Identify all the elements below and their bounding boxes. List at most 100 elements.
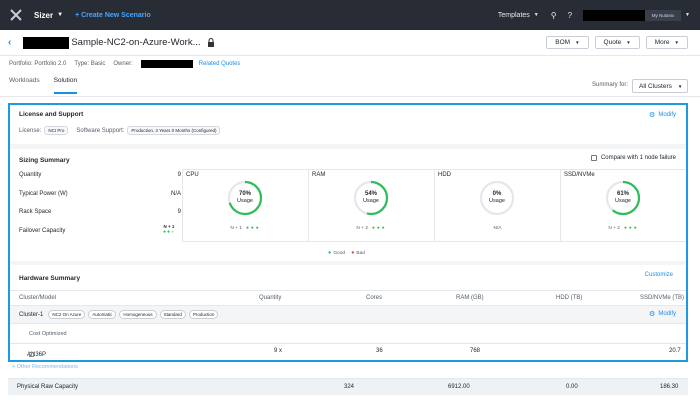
more-button[interactable]: More ▼ — [645, 36, 688, 49]
templates-menu[interactable]: Templates — [497, 11, 530, 19]
legend-bad: Bad — [356, 250, 365, 256]
ram-cell: 768 — [470, 348, 481, 354]
cost-optimized-label: Cost Optimized — [29, 331, 67, 337]
col-quantity: Quantity — [259, 295, 282, 301]
lock-icon — [207, 38, 214, 47]
resource-label: RAM — [312, 172, 326, 178]
status-dots: ●●● — [371, 226, 387, 231]
bad-dot-icon: ● — [351, 250, 355, 256]
gear-icon: ⚙ — [649, 311, 656, 318]
customize-link[interactable]: Customize — [644, 272, 673, 278]
user-menu[interactable]: My Nutanix — [645, 9, 682, 21]
chevron-down-icon[interactable]: ▼ — [533, 12, 539, 18]
stat-label: Quantity — [19, 172, 42, 178]
ssd-cell: 20.7 — [669, 348, 681, 354]
chevron-down-icon: ▼ — [674, 40, 679, 45]
failover-dots: ●●● — [162, 228, 176, 235]
more-label: More — [654, 39, 670, 46]
license-row: License: NCI Pro Software Support: Produ… — [19, 126, 228, 135]
physical-raw-capacity-row: Physical Raw Capacity 324 6912.00 0.00 1… — [8, 378, 688, 395]
bom-label: BOM — [555, 39, 571, 46]
cluster-row[interactable]: Cluster-1 NC2 On Azure Automatic Homogen… — [10, 306, 686, 324]
tab-solution[interactable]: Solution — [53, 77, 78, 94]
sizing-title: Sizing Summary — [19, 157, 70, 164]
resource-hdd: HDD 0% Usage N/A — [434, 170, 560, 241]
tab-workloads[interactable]: Workloads — [9, 77, 40, 84]
usage-caption: Usage — [615, 198, 631, 205]
model-name: AN36P — [27, 352, 47, 358]
compare-checkbox[interactable] — [590, 155, 597, 161]
status-dots: ●●● — [623, 226, 639, 231]
cluster-select[interactable]: All Clusters ▼ — [632, 79, 688, 93]
redacted-user-name — [583, 9, 646, 21]
cluster-name: Cluster-1 — [19, 311, 44, 318]
quote-button[interactable]: Quote ▼ — [594, 36, 640, 49]
view-tabs: Workloads Solution — [9, 77, 91, 94]
modify-label: Modify — [658, 311, 676, 317]
license-tag: NCI Pro — [44, 126, 69, 135]
gauge-fill — [353, 180, 389, 216]
hardware-summary-section: Hardware Summary Customize Cluster/Model… — [10, 265, 686, 360]
failover-value: N + 1 ●●● — [157, 224, 181, 235]
info-icon[interactable] — [29, 352, 34, 357]
raw-capacity-label: Physical Raw Capacity — [17, 384, 79, 390]
stat-value: N/A — [170, 190, 181, 197]
type-text: Type: Basic — [74, 61, 106, 67]
failover-footer-text: N/A — [493, 226, 502, 231]
resource-ram: RAM 54% Usage N + 2 ●●● — [308, 170, 434, 241]
help-icon[interactable]: ? — [567, 10, 573, 20]
gauge-text: 70% Usage — [226, 179, 264, 217]
usage-percent: 0% — [492, 191, 502, 198]
raw-cores: 324 — [344, 384, 355, 390]
app-name[interactable]: Sizer — [34, 10, 54, 20]
raw-ssd: 186.30 — [660, 384, 679, 390]
license-modify-button[interactable]: ⚙ Modify — [649, 111, 676, 119]
gauge-text: 54% Usage — [352, 179, 390, 217]
hardware-title: Hardware Summary — [19, 275, 81, 282]
stat-typical-power: Typical Power (W) N/A — [19, 191, 181, 210]
gauge-track — [479, 180, 515, 216]
search-icon[interactable]: ⚲ — [550, 10, 557, 20]
support-label: Software Support: — [76, 127, 125, 134]
usage-legend: ● Good ● Bad — [328, 250, 365, 256]
stat-value: 9 — [177, 172, 181, 178]
chevron-down-icon[interactable]: ▼ — [685, 12, 690, 18]
solution-panel: License and Support ⚙ Modify License: NC… — [8, 103, 688, 362]
create-scenario-link[interactable]: + Create New Scenario — [75, 11, 151, 19]
usage-gauge — [353, 180, 389, 216]
back-icon[interactable]: ‹ — [8, 37, 12, 48]
resource-label: CPU — [186, 172, 199, 178]
col-ram: RAM (GB) — [456, 295, 484, 301]
resource-cpu: CPU 70% Usage N + 1 ●●● — [182, 170, 308, 241]
usage-caption: Usage — [363, 198, 379, 205]
legend-good: Good — [333, 250, 346, 256]
summary-for-label: Summary for: — [591, 82, 628, 88]
bom-button[interactable]: BOM ▼ — [546, 36, 589, 49]
support-tag: Production, 3 Years 0 Months (Configured… — [127, 126, 221, 135]
quote-label: Quote — [603, 39, 622, 46]
chevron-down-icon[interactable]: ▼ — [57, 12, 64, 18]
license-label: License: — [19, 127, 42, 134]
other-recommendations-link[interactable]: + Other Recommendations — [12, 364, 78, 370]
related-quotes-link[interactable]: Related Quotes — [198, 61, 241, 67]
resource-label: SSD/NVMe — [564, 172, 595, 178]
usage-percent: 61% — [616, 191, 629, 198]
failover-footer: N/A — [435, 226, 560, 231]
sizing-stats: Quantity 9 Typical Power (W) N/A Rack Spac… — [19, 172, 181, 246]
scenario-title-bar: ‹ Sample-NC2-on-Azure-Work... BOM ▼ Quote… — [0, 30, 700, 56]
nutanix-logo-icon[interactable] — [9, 8, 23, 22]
cluster-modify-button[interactable]: ⚙ Modify — [649, 310, 676, 318]
gauge-fill — [227, 180, 263, 216]
gauge-text: 0% Usage — [478, 179, 516, 217]
compare-label: Compare with 1 node failure — [600, 155, 676, 161]
cluster-select-value: All Clusters — [639, 82, 672, 90]
compare-node-failure-toggle[interactable]: Compare with 1 node failure — [590, 155, 676, 161]
scenario-meta: Portfolio: Portfolio 2.0 Type: Basic Own… — [9, 58, 248, 70]
table-row: AN36P 9 x 36 768 20.7 — [10, 343, 686, 358]
chevron-down-icon: ▼ — [575, 40, 580, 45]
usage-caption: Usage — [237, 198, 253, 205]
tab-divider — [0, 96, 700, 97]
usage-gauge — [227, 180, 263, 216]
modify-label: Modify — [658, 112, 676, 118]
raw-ram: 6912.00 — [448, 384, 470, 390]
